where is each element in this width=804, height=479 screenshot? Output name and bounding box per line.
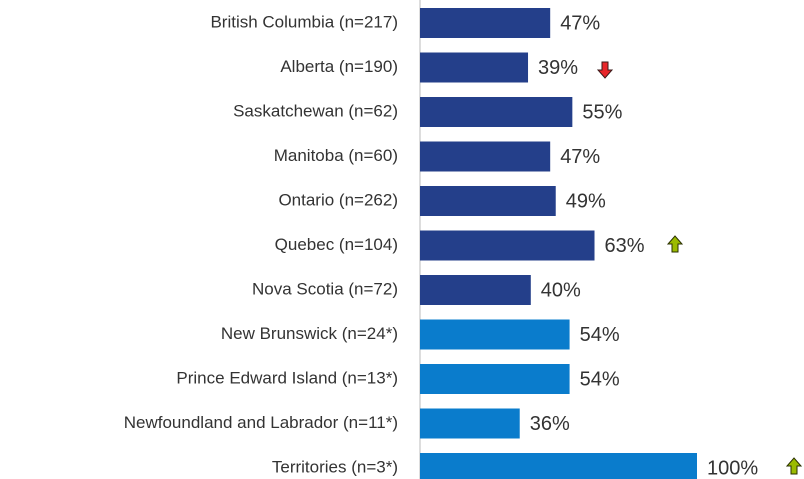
bar [420,230,595,261]
value-label: 54% [580,324,620,346]
value-label: 36% [530,413,570,435]
bar [420,97,573,127]
category-label: Ontario (n=262) [278,190,398,209]
category-label: British Columbia (n=217) [210,12,398,31]
value-label: 40% [541,279,581,301]
value-label: 47% [560,12,600,34]
category-label: Quebec (n=104) [275,235,398,254]
bar [420,275,531,305]
category-label: Alberta (n=190) [280,57,398,76]
up-arrow [666,235,684,253]
category-label: Saskatchewan (n=62) [233,101,398,120]
category-label: Prince Edward Island (n=13*) [176,368,398,387]
category-label: Territories (n=3*) [272,457,398,476]
bar [420,453,697,479]
category-label: Manitoba (n=60) [274,146,398,165]
bar [420,8,551,38]
bar [420,141,551,172]
bar [420,186,556,216]
category-label: New Brunswick (n=24*) [221,324,398,343]
up-arrow [785,457,803,475]
value-label: 47% [560,146,600,168]
value-label: 49% [566,190,606,212]
down-arrow [596,61,614,79]
bar [420,364,570,394]
category-label: Newfoundland and Labrador (n=11*) [124,413,398,432]
bar [420,319,570,350]
value-label: 55% [582,101,622,123]
value-label: 54% [580,368,620,390]
value-label: 100% [707,457,758,479]
value-label: 39% [538,57,578,79]
bar [420,408,520,439]
category-label: Nova Scotia (n=72) [252,279,398,298]
value-label: 63% [605,235,645,257]
bar [420,52,529,83]
